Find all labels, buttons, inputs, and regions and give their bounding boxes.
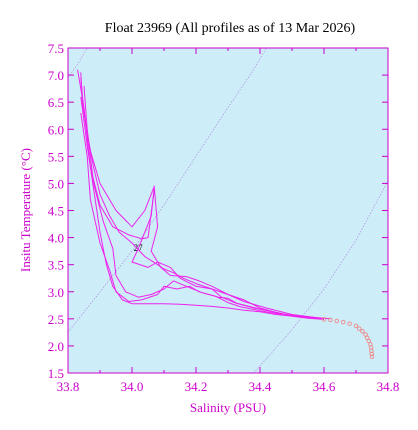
- profile-line-4: [80, 112, 283, 315]
- deep-point: [347, 321, 352, 326]
- deep-point: [334, 318, 340, 324]
- profile-line-2: [83, 85, 309, 318]
- x-tick-label: 34.6: [313, 379, 336, 394]
- deep-point: [321, 317, 327, 322]
- density-contour-2: [253, 180, 389, 374]
- deep-point: [369, 351, 374, 357]
- deep-point: [360, 329, 365, 334]
- y-tick-label: 3.0: [48, 285, 64, 300]
- deep-point: [356, 326, 362, 331]
- x-tick-label: 34.4: [249, 379, 272, 394]
- density-contour-1: [67, 47, 267, 333]
- deep-point: [340, 319, 346, 325]
- y-tick-label: 5.5: [48, 149, 64, 164]
- profile-line-3: [80, 96, 325, 320]
- x-tick-label: 33.8: [57, 379, 80, 394]
- y-tick-label: 1.5: [48, 366, 64, 381]
- x-tick-label: 34.2: [185, 379, 208, 394]
- deep-point: [353, 323, 359, 329]
- y-tick-label: 4.0: [48, 231, 64, 246]
- x-axis: 33.8 34.0 34.2 34.4 34.6 34.8: [57, 48, 400, 394]
- y-tick-label: 7.5: [48, 41, 64, 56]
- x-tick-label: 34.0: [121, 379, 144, 394]
- y-tick-label: 6.5: [48, 95, 64, 110]
- deep-point: [328, 317, 333, 323]
- chart-title: Float 23969 (All profiles as of 13 Mar 2…: [105, 21, 356, 36]
- y-tick-label: 3.5: [48, 258, 64, 273]
- y-axis-label: Insitu Temperature (°C): [18, 148, 33, 272]
- profile-lines: [77, 69, 331, 320]
- y-tick-label: 2.0: [48, 339, 64, 354]
- profile-line-5: [77, 69, 318, 319]
- deep-profile-points: [321, 317, 375, 360]
- x-axis-label: Salinity (PSU): [190, 400, 266, 415]
- y-tick-label: 2.5: [48, 312, 64, 327]
- y-tick-label: 5.0: [48, 176, 64, 191]
- y-tick-label: 4.5: [48, 204, 64, 219]
- plot-area: [68, 48, 388, 373]
- y-tick-label: 6.0: [48, 122, 64, 137]
- profile-line-1: [80, 77, 331, 320]
- x-tick-label: 34.8: [377, 379, 400, 394]
- y-axis: 1.5 2.0 2.5 3.0 3.5 4.0 4.5 5.0 5.5 6.0 6.5 7.0 7.5: [48, 41, 388, 381]
- y-tick-label: 7.0: [48, 68, 64, 83]
- deep-point: [369, 354, 375, 360]
